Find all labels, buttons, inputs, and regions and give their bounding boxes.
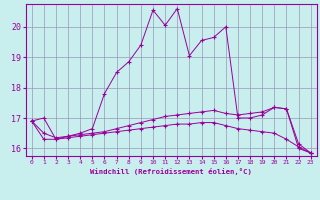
X-axis label: Windchill (Refroidissement éolien,°C): Windchill (Refroidissement éolien,°C): [90, 168, 252, 175]
